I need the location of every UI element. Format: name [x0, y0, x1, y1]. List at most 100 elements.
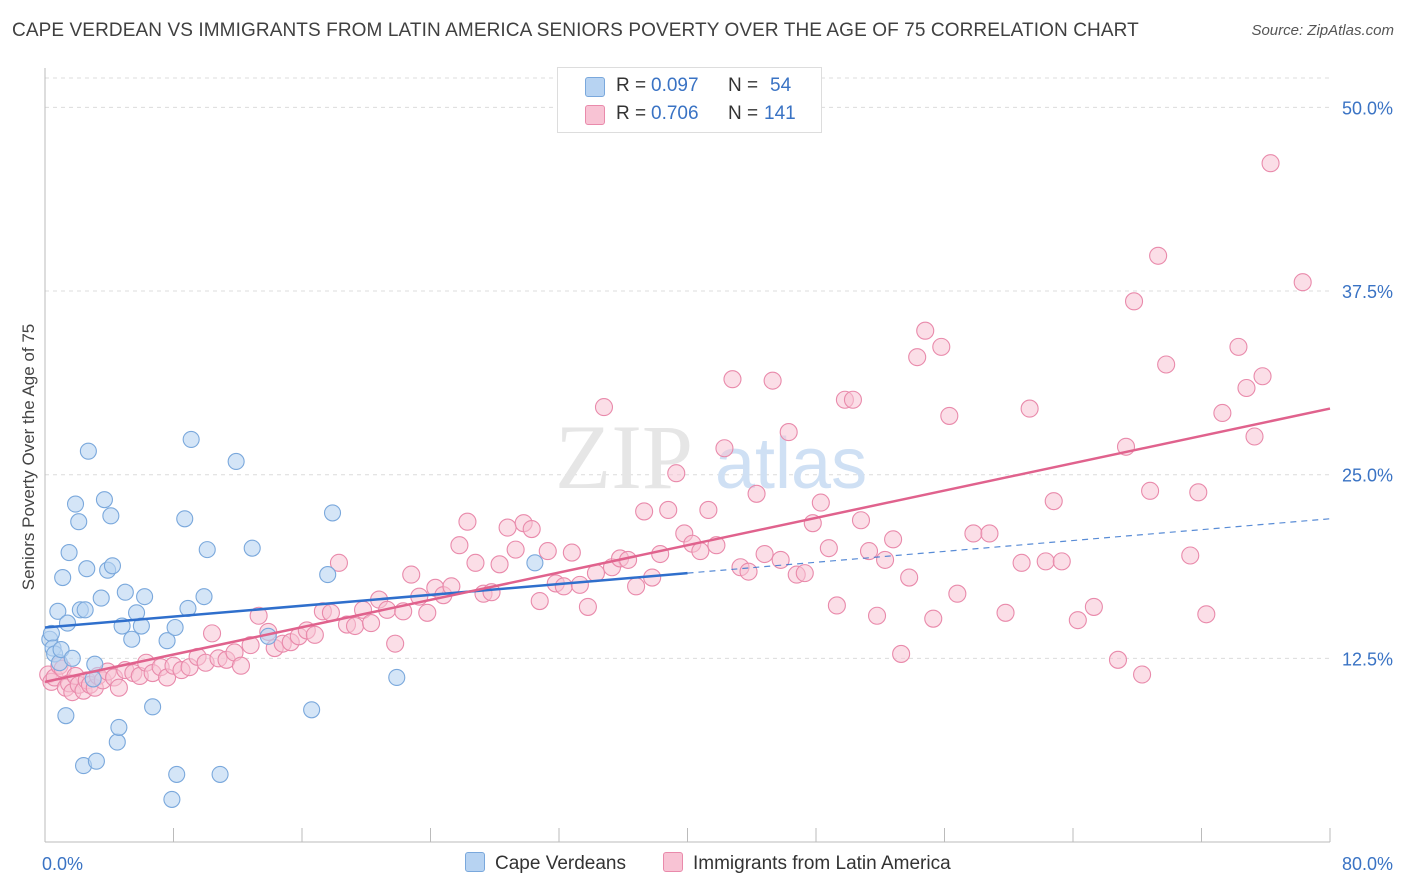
- data-point-immigrants: [362, 614, 381, 633]
- data-point-cape-verdeans: [57, 707, 75, 725]
- legend: R = 0.097 N = 54 R = 0.706 N = 141: [557, 67, 822, 133]
- data-point-immigrants: [249, 606, 268, 625]
- trend-line-cape-verdeans-extension: [687, 518, 1331, 574]
- data-point-immigrants: [627, 577, 646, 596]
- data-point-immigrants: [948, 584, 967, 603]
- data-point-immigrants: [1245, 427, 1264, 446]
- data-point-cape-verdeans: [176, 510, 194, 528]
- data-point-immigrants: [884, 530, 903, 549]
- data-point-immigrants: [876, 550, 895, 569]
- data-point-cape-verdeans: [103, 557, 122, 575]
- data-point-cape-verdeans: [132, 617, 150, 635]
- data-point-immigrants: [1084, 597, 1103, 616]
- data-point-immigrants: [843, 390, 862, 409]
- data-point-immigrants: [1253, 367, 1272, 386]
- data-point-cape-verdeans: [158, 632, 176, 650]
- data-point-immigrants: [996, 603, 1015, 622]
- data-point-immigrants: [795, 564, 814, 583]
- y-tick-label: 50.0%: [1342, 98, 1393, 118]
- legend-n-label: N =: [728, 103, 759, 124]
- data-point-cape-verdeans: [116, 583, 134, 601]
- legend-n-value: 141: [764, 103, 796, 124]
- data-point-cape-verdeans: [144, 698, 162, 716]
- data-point-cape-verdeans: [108, 733, 126, 751]
- data-point-immigrants: [1157, 355, 1176, 374]
- legend-r-label: R =: [616, 103, 647, 124]
- data-point-cape-verdeans: [243, 539, 261, 557]
- data-point-cape-verdeans: [136, 588, 154, 606]
- legend-r-value: 0.706: [651, 103, 699, 124]
- data-point-immigrants: [241, 636, 260, 655]
- data-point-immigrants: [329, 553, 348, 572]
- data-point-immigrants: [1141, 481, 1160, 500]
- data-point-cape-verdeans: [63, 649, 81, 667]
- data-point-immigrants: [1124, 292, 1144, 311]
- bottom-legend-swatch-pink: [663, 852, 683, 872]
- data-point-immigrants: [635, 502, 654, 521]
- data-point-cape-verdeans: [163, 790, 181, 808]
- data-point-immigrants: [203, 624, 222, 643]
- data-point-immigrants: [402, 565, 421, 584]
- data-point-immigrants: [924, 609, 943, 628]
- data-point-immigrants: [231, 656, 251, 675]
- data-point-cape-verdeans: [102, 507, 120, 525]
- data-point-cape-verdeans: [198, 541, 216, 559]
- data-point-cape-verdeans: [49, 602, 67, 620]
- data-point-immigrants: [109, 678, 128, 697]
- x-tick-label: 0.0%: [42, 854, 83, 874]
- y-tick-label: 37.5%: [1342, 282, 1393, 302]
- x-tick-label: 80.0%: [1342, 854, 1393, 874]
- trend-line-cape-verdeans: [44, 571, 688, 629]
- data-point-immigrants: [386, 634, 405, 653]
- data-point-cape-verdeans: [79, 442, 97, 460]
- bottom-legend-swatch-blue: [465, 852, 485, 872]
- data-point-immigrants: [771, 550, 790, 569]
- gridlines: [45, 77, 1330, 659]
- data-point-immigrants: [980, 524, 999, 543]
- data-point-cape-verdeans: [78, 560, 96, 578]
- data-point-immigrants: [418, 603, 437, 622]
- trend-lines: [44, 407, 1331, 684]
- data-point-immigrants: [659, 500, 678, 520]
- data-point-immigrants: [723, 370, 742, 389]
- trend-line-immigrants: [44, 407, 1331, 684]
- data-point-immigrants: [715, 439, 734, 458]
- chart-title: CAPE VERDEAN VS IMMIGRANTS FROM LATIN AM…: [12, 20, 1139, 41]
- bottom-legend-label: Cape Verdeans: [495, 853, 626, 874]
- data-point-immigrants: [1197, 605, 1216, 624]
- data-point-immigrants: [940, 406, 959, 425]
- data-point-immigrants: [1237, 378, 1256, 398]
- data-point-immigrants: [851, 511, 871, 530]
- data-point-immigrants: [1068, 611, 1087, 630]
- data-point-immigrants: [859, 542, 879, 561]
- y-tick-label: 25.0%: [1342, 466, 1393, 486]
- data-point-immigrants: [667, 464, 686, 483]
- data-point-cape-verdeans: [66, 495, 85, 513]
- data-point-cape-verdeans: [323, 504, 342, 522]
- data-point-immigrants: [506, 540, 525, 559]
- data-point-immigrants: [530, 591, 549, 611]
- data-point-immigrants: [1020, 399, 1039, 418]
- data-point-cape-verdeans: [526, 554, 544, 572]
- axes: [44, 68, 1331, 843]
- data-point-immigrants: [562, 543, 581, 562]
- data-point-immigrants: [691, 542, 710, 561]
- legend-swatch-pink: [585, 105, 605, 125]
- data-point-cape-verdeans: [58, 614, 77, 632]
- data-point-immigrants: [594, 398, 614, 417]
- data-point-immigrants: [458, 512, 477, 531]
- data-point-immigrants: [578, 597, 597, 616]
- data-point-cape-verdeans: [92, 589, 110, 607]
- data-point-cape-verdeans: [303, 701, 321, 719]
- data-point-immigrants: [466, 553, 485, 572]
- data-point-immigrants: [755, 544, 774, 564]
- data-point-immigrants: [1213, 403, 1232, 423]
- data-point-immigrants: [1189, 483, 1208, 502]
- data-point-immigrants: [827, 596, 846, 615]
- data-point-immigrants: [305, 625, 324, 644]
- series-cape-verdeans: [41, 430, 544, 808]
- data-point-immigrants: [554, 577, 573, 596]
- data-point-cape-verdeans: [87, 752, 105, 770]
- data-point-immigrants: [699, 500, 718, 520]
- watermark-zip: ZIP: [555, 406, 693, 508]
